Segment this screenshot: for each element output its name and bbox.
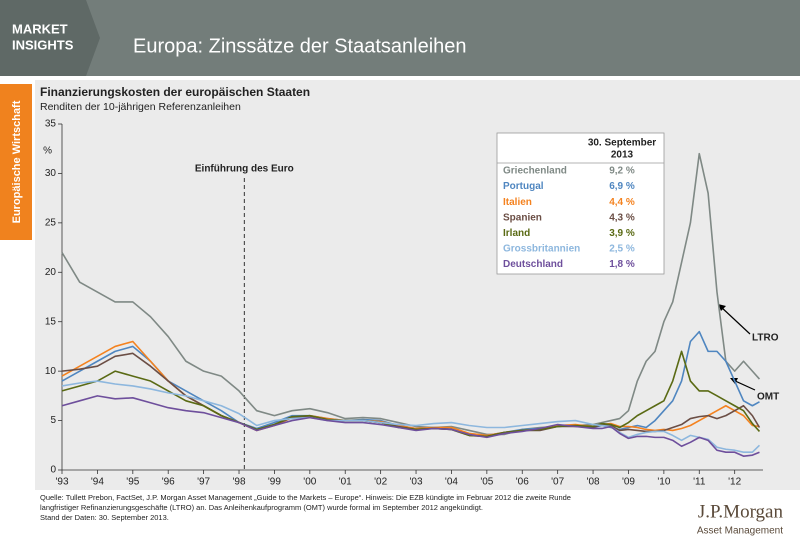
logo-sub: Asset Management bbox=[697, 526, 783, 537]
x-tick-label: '95 bbox=[126, 477, 139, 488]
annotation: LTRO bbox=[752, 333, 779, 344]
legend-label: Deutschland bbox=[503, 259, 563, 270]
chart-panel bbox=[35, 80, 800, 490]
plot: 0 5 10 15 20 25 30 35 '93 '94 '95 '96 '97 '98 '99 '00 '0… bbox=[45, 119, 779, 488]
legend-label: Grossbritannien bbox=[503, 244, 580, 255]
x-tick-label: '11 bbox=[693, 477, 706, 488]
legend-label: Portugal bbox=[503, 181, 544, 192]
chart-subtitle: Renditen der 10-jährigen Referenzanleihe… bbox=[40, 101, 241, 113]
annotation: OMT bbox=[757, 392, 779, 403]
table-value: 3,9 % bbox=[609, 228, 635, 239]
x-tick-label: '08 bbox=[587, 477, 600, 488]
x-tick-label: '01 bbox=[339, 477, 352, 488]
x-tick-label: '93 bbox=[55, 477, 68, 488]
x-tick-label: '12 bbox=[728, 477, 741, 488]
y-tick-label: 15 bbox=[45, 316, 57, 327]
x-tick-label: '02 bbox=[374, 477, 387, 488]
annotation-arrow bbox=[719, 305, 751, 335]
table-value: 6,9 % bbox=[609, 181, 635, 192]
table-value: 4,3 % bbox=[609, 212, 635, 223]
table-value: 9,2 % bbox=[609, 166, 635, 177]
table-value: 4,4 % bbox=[609, 197, 635, 208]
footnote: Stand der Daten: 30. September 2013. bbox=[40, 513, 169, 522]
y-tick-label: 10 bbox=[45, 366, 57, 377]
x-tick-label: '96 bbox=[162, 477, 175, 488]
side-tab-label: Europäische Wirtschaft bbox=[11, 100, 23, 223]
logo: J.P.Morgan bbox=[698, 501, 784, 522]
x-tick-label: '05 bbox=[480, 477, 493, 488]
legend-label: Irland bbox=[503, 228, 530, 239]
series-line bbox=[61, 395, 760, 457]
y-tick-label: 0 bbox=[50, 465, 56, 476]
brand-box bbox=[0, 0, 100, 76]
y-tick-label: 35 bbox=[45, 119, 57, 130]
y-tick-label: 5 bbox=[50, 415, 56, 426]
arrow-head bbox=[718, 304, 726, 311]
brand: INSIGHTS bbox=[12, 37, 74, 52]
x-tick-label: '04 bbox=[445, 477, 458, 488]
x-tick-label: '09 bbox=[622, 477, 635, 488]
y-tick-label: 25 bbox=[45, 217, 57, 228]
x-tick-label: '07 bbox=[551, 477, 564, 488]
legend-label: Griechenland bbox=[503, 166, 567, 177]
footnote: Quelle: Tullett Prebon, FactSet, J.P. Mo… bbox=[40, 493, 571, 502]
legend-label: Spanien bbox=[503, 212, 542, 223]
side-tab bbox=[0, 84, 32, 240]
x-tick-label: '99 bbox=[268, 477, 281, 488]
x-tick-label: '00 bbox=[303, 477, 316, 488]
header-bar bbox=[0, 0, 800, 76]
table-box bbox=[496, 132, 665, 275]
annotation-arrow bbox=[732, 379, 756, 391]
y-axis-label: % bbox=[43, 146, 52, 157]
x-tick-label: '97 bbox=[197, 477, 210, 488]
footnote: langfristiger Refinanzierungsgeschäfte (… bbox=[40, 503, 483, 512]
series-line bbox=[61, 380, 761, 454]
x-tick-label: '98 bbox=[232, 477, 245, 488]
x-tick-label: '10 bbox=[657, 477, 670, 488]
annotation: Einführung des Euro bbox=[195, 164, 294, 175]
y-tick-label: 20 bbox=[45, 267, 57, 278]
table-header: 30. September bbox=[588, 138, 656, 149]
series-line bbox=[61, 350, 761, 438]
page-title: Europa: Zinssätze der Staatsanleihen bbox=[133, 35, 467, 57]
x-tick-label: '03 bbox=[410, 477, 423, 488]
table-header: 2013 bbox=[611, 150, 634, 161]
table-value: 2,5 % bbox=[609, 244, 635, 255]
chart-title: Finanzierungskosten der europäischen Sta… bbox=[40, 85, 310, 99]
legend-label: Italien bbox=[503, 197, 532, 208]
brand: MARKET bbox=[12, 21, 68, 36]
x-tick-label: '06 bbox=[516, 477, 529, 488]
x-tick-label: '94 bbox=[91, 477, 104, 488]
table-value: 1,8 % bbox=[609, 259, 635, 270]
y-tick-label: 30 bbox=[45, 168, 57, 179]
annotation-group: LTRO OMT bbox=[718, 304, 779, 403]
